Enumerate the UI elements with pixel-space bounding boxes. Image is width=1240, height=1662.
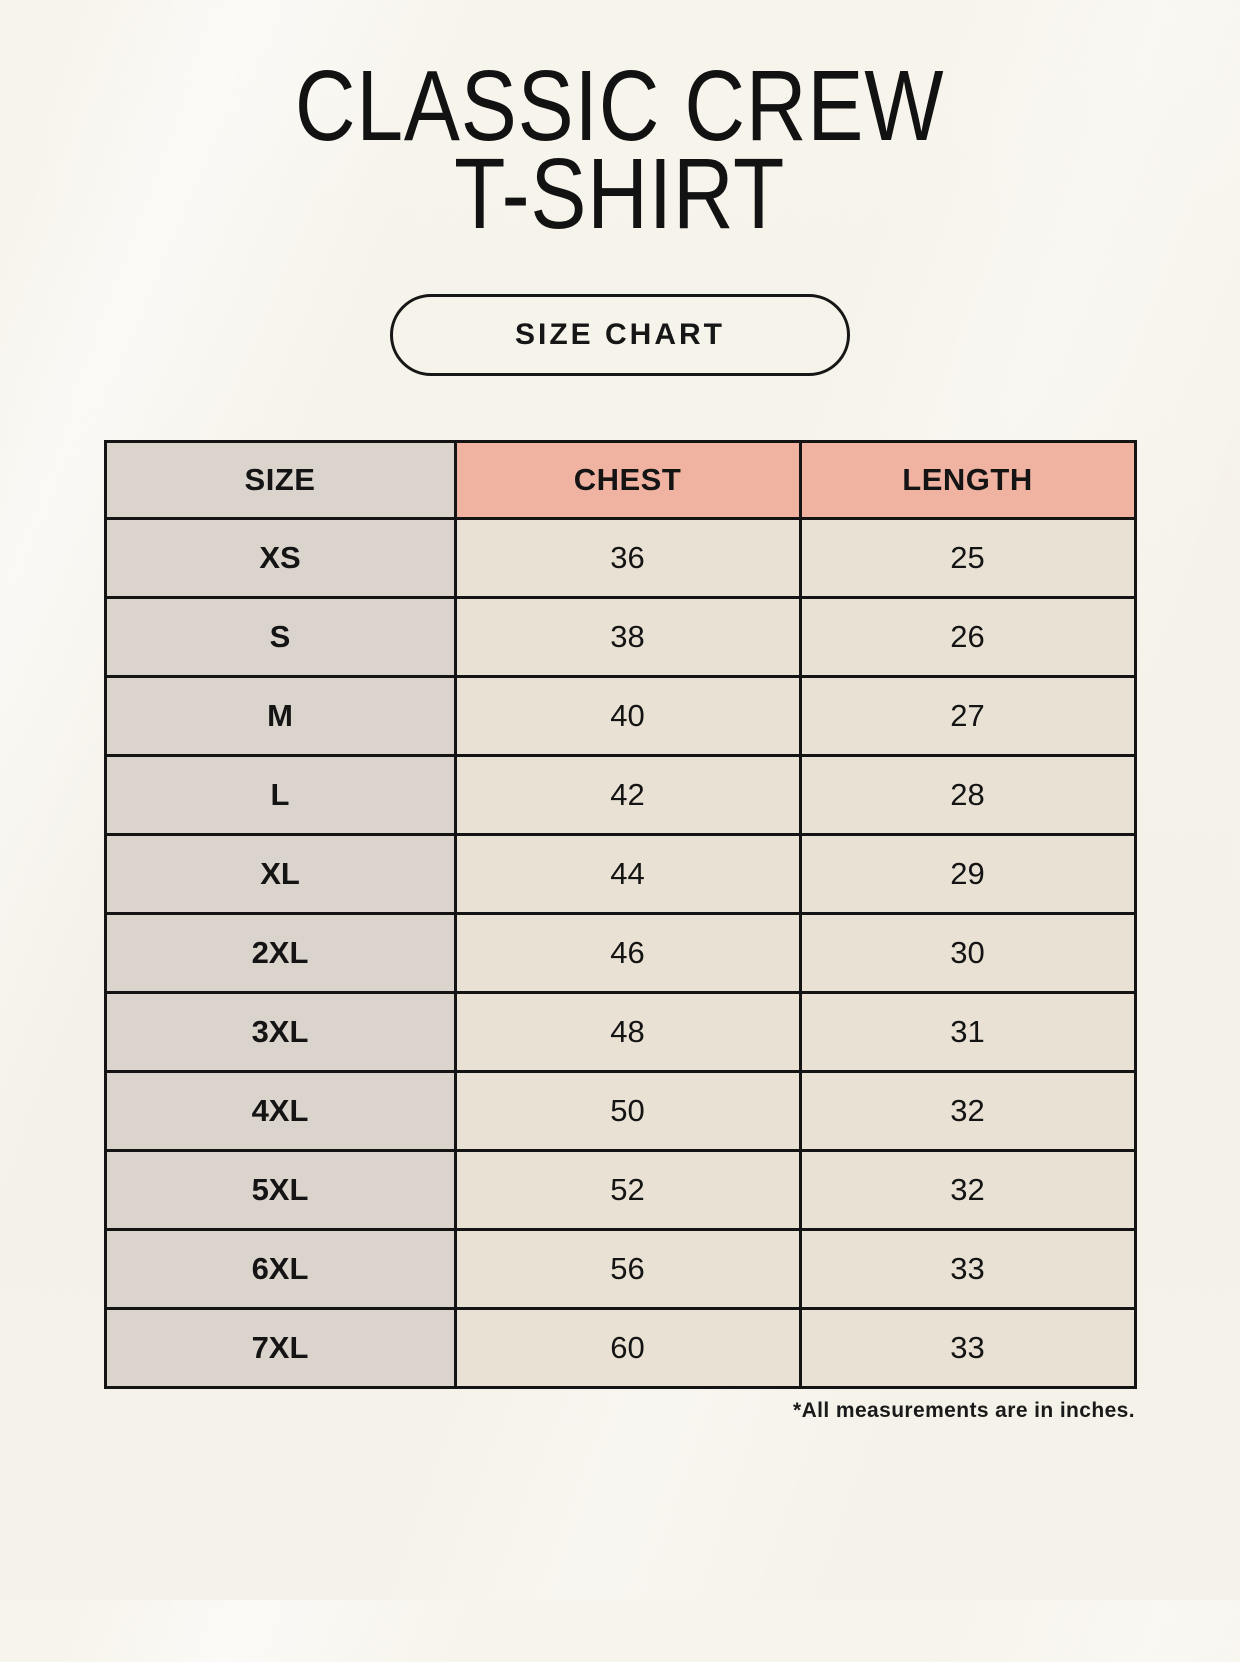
title-line-2: T-SHIRT	[454, 138, 786, 250]
page-title-text: CLASSIC CREW T-SHIRT	[295, 56, 945, 244]
size-cell: 5XL	[103, 1149, 457, 1231]
length-cell: 32	[798, 1070, 1137, 1152]
chest-cell: 36	[453, 517, 802, 599]
table-row: XS 36 25	[103, 517, 1137, 599]
chest-cell: 60	[453, 1307, 802, 1389]
size-cell: 3XL	[103, 991, 457, 1073]
size-cell: 2XL	[103, 912, 457, 994]
size-chart-page: CLASSIC CREW T-SHIRT SIZE CHART SIZE CHE…	[0, 56, 1240, 1662]
title-line-1: CLASSIC CREW	[295, 50, 945, 162]
length-cell: 31	[798, 991, 1137, 1073]
table-row: XL 44 29	[103, 833, 1137, 915]
chest-cell: 42	[453, 754, 802, 836]
size-cell: XS	[103, 517, 457, 599]
measurements-note: *All measurements are in inches.	[793, 1399, 1135, 1422]
column-header-size: SIZE	[103, 440, 457, 520]
chest-cell: 46	[453, 912, 802, 994]
chest-cell: 44	[453, 833, 802, 915]
table-row: 4XL 50 32	[103, 1070, 1137, 1152]
size-cell: 6XL	[103, 1228, 457, 1310]
chest-cell: 52	[453, 1149, 802, 1231]
size-cell: 4XL	[103, 1070, 457, 1152]
chest-cell: 40	[453, 675, 802, 757]
size-cell: L	[103, 754, 457, 836]
length-cell: 28	[798, 754, 1137, 836]
table-row: 3XL 48 31	[103, 991, 1137, 1073]
column-header-length: LENGTH	[798, 440, 1137, 520]
page-title: CLASSIC CREW T-SHIRT	[0, 56, 1240, 244]
size-cell: 7XL	[103, 1307, 457, 1389]
size-cell: M	[103, 675, 457, 757]
length-cell: 25	[798, 517, 1137, 599]
size-chart-table: SIZE CHEST LENGTH XS 36 25 S 38 26 M 40 …	[103, 440, 1137, 1389]
size-cell: S	[103, 596, 457, 678]
size-cell: XL	[103, 833, 457, 915]
table-row: 7XL 60 33	[103, 1307, 1137, 1389]
length-cell: 33	[798, 1307, 1137, 1389]
chest-cell: 48	[453, 991, 802, 1073]
chest-cell: 50	[453, 1070, 802, 1152]
table-row: 2XL 46 30	[103, 912, 1137, 994]
size-chart-button-label: SIZE CHART	[515, 318, 725, 351]
table-row: 6XL 56 33	[103, 1228, 1137, 1310]
table-row: M 40 27	[103, 675, 1137, 757]
table-header-row: SIZE CHEST LENGTH	[103, 440, 1137, 520]
table-row: 5XL 52 32	[103, 1149, 1137, 1231]
length-cell: 26	[798, 596, 1137, 678]
size-chart-button[interactable]: SIZE CHART	[390, 294, 850, 376]
table-row: L 42 28	[103, 754, 1137, 836]
length-cell: 27	[798, 675, 1137, 757]
length-cell: 30	[798, 912, 1137, 994]
table-row: S 38 26	[103, 596, 1137, 678]
chest-cell: 38	[453, 596, 802, 678]
length-cell: 32	[798, 1149, 1137, 1231]
footnote-container: *All measurements are in inches.	[105, 1399, 1135, 1423]
length-cell: 33	[798, 1228, 1137, 1310]
column-header-chest: CHEST	[453, 440, 802, 520]
length-cell: 29	[798, 833, 1137, 915]
chest-cell: 56	[453, 1228, 802, 1310]
